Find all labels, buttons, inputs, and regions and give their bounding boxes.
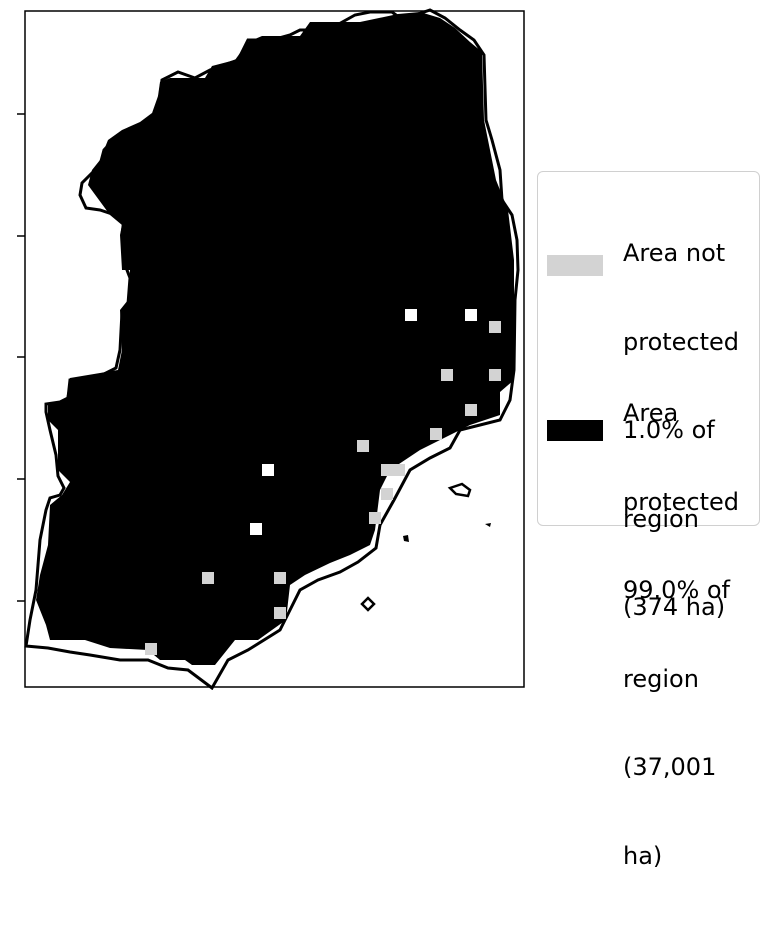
legend: Area not protected 1.0% of region (374 h… bbox=[537, 171, 760, 870]
legend-line: protected bbox=[623, 487, 740, 516]
unprotected-cell bbox=[489, 321, 501, 333]
hole bbox=[405, 309, 417, 321]
legend-swatch-not-protected bbox=[547, 255, 603, 276]
unprotected-cell bbox=[274, 572, 286, 584]
y-ticks bbox=[17, 113, 25, 602]
island bbox=[403, 535, 409, 542]
legend-line: protected bbox=[623, 327, 740, 356]
hole bbox=[262, 464, 274, 476]
protection-map bbox=[17, 8, 525, 690]
legend-line: 1.0% of bbox=[623, 416, 715, 444]
legend-line: region bbox=[623, 504, 699, 533]
legend-swatch-protected bbox=[547, 420, 603, 441]
hole bbox=[250, 523, 262, 535]
legend-line: Area not bbox=[623, 239, 726, 267]
unprotected-cell bbox=[202, 572, 214, 584]
legend-label-not-protected: Area not protected 1.0% of region (374 h… bbox=[623, 180, 739, 682]
unprotected-cell bbox=[369, 512, 381, 524]
legend-line: ha) bbox=[623, 841, 663, 870]
unprotected-cell bbox=[145, 643, 157, 655]
island bbox=[485, 523, 491, 527]
protected-area bbox=[36, 12, 514, 665]
legend-line: 99.0% of bbox=[623, 576, 731, 604]
island bbox=[447, 482, 472, 498]
unprotected-cell bbox=[441, 369, 453, 381]
legend-line: (37,001 bbox=[623, 753, 717, 781]
legend-line: (374 ha) bbox=[623, 593, 726, 621]
hole bbox=[465, 309, 477, 321]
unprotected-cell bbox=[430, 428, 442, 440]
unprotected-cells bbox=[145, 321, 501, 655]
legend-line: region bbox=[623, 664, 699, 693]
unprotected-cell bbox=[274, 607, 286, 619]
holes bbox=[250, 309, 477, 535]
legend-label-protected: Area protected 99.0% of region (37,001 h… bbox=[623, 340, 739, 930]
unprotected-cell bbox=[465, 404, 477, 416]
unprotected-cell bbox=[489, 369, 501, 381]
unprotected-cell bbox=[357, 440, 369, 452]
axes-frame bbox=[24, 10, 525, 688]
unprotected-cell bbox=[381, 464, 405, 476]
region-outline bbox=[24, 8, 520, 690]
legend-line: Area bbox=[623, 399, 679, 427]
island bbox=[360, 596, 376, 612]
unprotected-cell bbox=[381, 488, 393, 500]
